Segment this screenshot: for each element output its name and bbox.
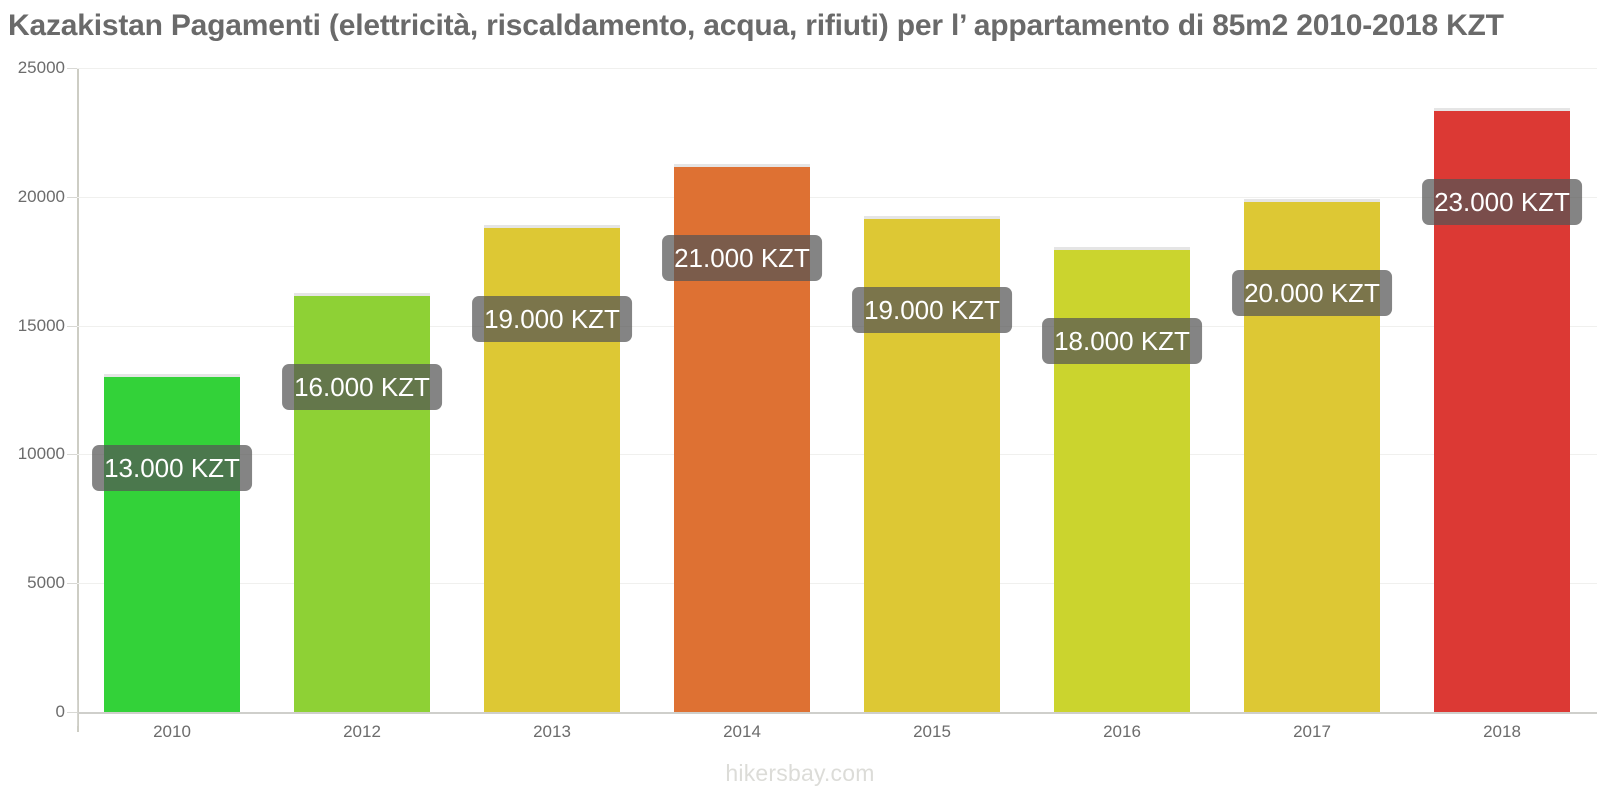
y-axis-tick-mark	[67, 196, 77, 198]
x-axis-label-2010: 2010	[153, 722, 191, 741]
x-axis-label-2017: 2017	[1293, 722, 1331, 741]
gridline	[77, 712, 1597, 714]
bar-value-label-2014: 21.000 KZT	[662, 235, 822, 282]
x-axis-label-2016: 2016	[1103, 722, 1141, 741]
x-axis-label-2014: 2014	[723, 722, 761, 741]
y-axis-line	[77, 68, 79, 732]
bar-value-label-2012: 16.000 KZT	[282, 363, 442, 410]
gridline	[77, 583, 1597, 585]
x-axis-label-2018: 2018	[1483, 722, 1521, 741]
plot-area: 0 5000 10000 15000 20000 25000 13.000 KZT 16.00…	[18, 58, 1597, 721]
y-axis-tick-label: 10000	[17, 444, 65, 464]
x-axis-label-2013: 2013	[533, 722, 571, 741]
footer-credit: hikersbay.com	[725, 760, 875, 786]
bar-top-shadow	[1054, 246, 1190, 250]
y-axis-tick-mark	[67, 325, 77, 327]
gridline	[77, 325, 1597, 327]
gridline	[77, 68, 1597, 69]
bar-top-shadow	[484, 224, 620, 228]
bar-value-label-2018: 23.000 KZT	[1422, 178, 1582, 225]
y-axis-tick-mark	[67, 454, 77, 456]
y-axis-tick-mark	[67, 68, 77, 69]
y-axis-tick-mark	[67, 712, 77, 713]
bar-value-label-2015: 19.000 KZT	[852, 286, 1012, 333]
x-axis-origin-tick	[77, 700, 78, 726]
bar-value-label-2017: 20.000 KZT	[1232, 269, 1392, 316]
bar-value-label-2010: 13.000 KZT	[92, 445, 252, 492]
gridline	[77, 196, 1597, 198]
bar-value-label-2016: 18.000 KZT	[1042, 317, 1202, 364]
y-axis-tick-label: 25000	[17, 58, 65, 77]
chart-title: Kazakistan Pagamenti (elettricità, risca…	[8, 9, 1504, 42]
bar-value-label-2013: 19.000 KZT	[472, 295, 632, 342]
gridline	[77, 454, 1597, 456]
x-axis-label-2012: 2012	[343, 722, 381, 741]
y-axis-tick-label: 5000	[27, 573, 65, 593]
y-axis-tick-label: 20000	[17, 186, 65, 206]
bar-top-shadow	[294, 292, 430, 296]
bar-top-shadow	[104, 374, 240, 378]
y-axis-tick-label: 15000	[17, 315, 65, 335]
bar-top-shadow	[864, 215, 1000, 219]
bar-top-shadow	[1434, 107, 1570, 111]
x-axis-label-2015: 2015	[913, 722, 951, 741]
bar-2010[interactable]	[104, 374, 240, 712]
bar-top-shadow	[1244, 198, 1380, 202]
y-axis-tick-mark	[67, 583, 77, 585]
y-axis-tick-label: 0	[55, 702, 65, 721]
bar-top-shadow	[674, 164, 810, 168]
bar-2012[interactable]	[294, 292, 430, 712]
